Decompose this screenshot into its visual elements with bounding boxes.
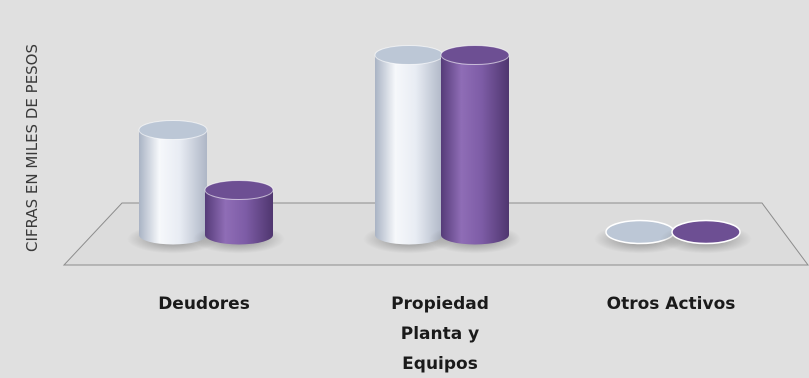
bar-top [204, 180, 274, 200]
y-axis-label: CIFRAS EN MILES DE PESOS [23, 44, 41, 252]
bar-2-1 [660, 219, 752, 254]
category-label-line: Deudores [158, 294, 250, 314]
bar-body [375, 55, 443, 245]
bar-top [374, 45, 444, 65]
bar-top [440, 45, 510, 65]
bar-1-0 [363, 45, 455, 254]
category-label-line: Planta y [401, 324, 479, 344]
bar-0-0 [127, 120, 219, 254]
bar-2-0 [594, 219, 686, 254]
category-label-line: Otros Activos [607, 294, 736, 314]
category-label-line: Equipos [402, 354, 478, 374]
bar-top [671, 219, 741, 245]
category-label-2: Otros Activos [607, 294, 736, 314]
bar-top [138, 120, 208, 140]
bar-1-1 [429, 45, 521, 254]
category-label-1: Propiedad Planta y Equipos [391, 294, 489, 374]
category-label-line: Propiedad [391, 294, 489, 314]
bar-0-1 [193, 180, 285, 254]
category-label-0: Deudores [158, 294, 250, 314]
bar-body [205, 190, 273, 245]
bar-body [441, 55, 509, 245]
bar-body [139, 130, 207, 245]
